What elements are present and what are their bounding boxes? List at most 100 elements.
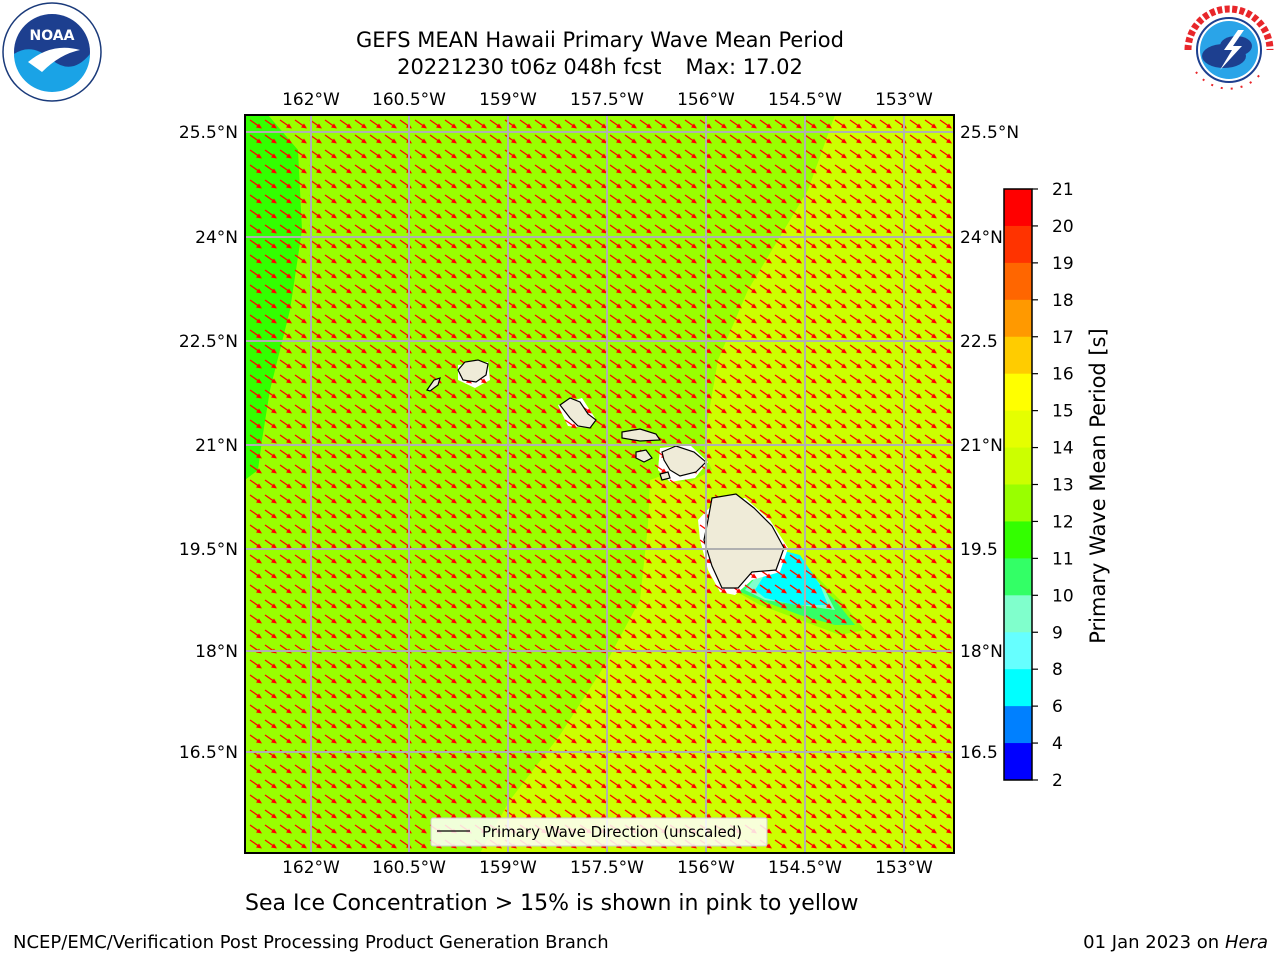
wave-arrow: [504, 134, 517, 144]
wave-arrow: [249, 764, 262, 774]
wave-arrow: [384, 734, 397, 744]
wave-arrow: [759, 419, 772, 429]
wave-arrow: [759, 314, 772, 324]
wave-arrow: [444, 689, 457, 699]
wave-arrow: [579, 359, 592, 369]
wave-arrow: [474, 464, 487, 474]
wave-arrow: [879, 764, 892, 774]
wave-arrow: [474, 794, 487, 804]
wave-arrow: [279, 524, 292, 534]
wave-arrow: [849, 689, 862, 699]
wave-arrow: [414, 779, 427, 789]
wave-arrow: [924, 629, 937, 639]
wave-arrow: [429, 674, 442, 684]
wave-arrow: [669, 719, 682, 729]
wave-arrow: [639, 794, 652, 804]
wave-arrow: [624, 554, 637, 564]
wave-arrow: [429, 224, 442, 234]
wave-arrow: [489, 119, 502, 129]
wave-arrow: [684, 269, 697, 279]
wave-arrow: [789, 659, 802, 669]
wave-arrow: [354, 374, 367, 384]
wave-arrow: [474, 809, 487, 819]
wave-arrow: [429, 149, 442, 159]
wave-arrow: [444, 284, 457, 294]
wave-arrow: [849, 659, 862, 669]
wave-arrow: [279, 539, 292, 549]
wave-arrow: [564, 374, 577, 384]
wave-arrow: [714, 269, 727, 279]
wave-arrow: [459, 389, 472, 399]
wave-arrow: [684, 374, 697, 384]
wave-arrow: [714, 689, 727, 699]
wave-arrow: [609, 539, 622, 549]
wave-arrow: [654, 179, 667, 189]
wave-arrow: [474, 314, 487, 324]
wave-arrow: [429, 494, 442, 504]
wave-arrow: [504, 719, 517, 729]
wave-arrow: [834, 809, 847, 819]
wave-arrow: [639, 164, 652, 174]
wave-arrow: [354, 599, 367, 609]
wave-arrow: [819, 269, 832, 279]
wave-arrow: [864, 494, 877, 504]
wave-arrow: [639, 629, 652, 639]
wave-arrow: [864, 419, 877, 429]
wave-arrow: [249, 194, 262, 204]
lon-label-bottom: 156°W: [677, 858, 735, 878]
wave-arrow: [369, 179, 382, 189]
wave-arrow: [684, 359, 697, 369]
wave-arrow: [684, 254, 697, 264]
wave-arrow: [774, 194, 787, 204]
wave-arrow: [369, 764, 382, 774]
wave-arrow: [669, 374, 682, 384]
wave-arrow: [489, 164, 502, 174]
wave-arrow: [819, 809, 832, 819]
wave-arrow: [939, 479, 952, 489]
wave-arrow: [414, 629, 427, 639]
wave-arrow: [504, 449, 517, 459]
wave-arrow: [924, 344, 937, 354]
wave-arrow: [819, 704, 832, 714]
wave-arrow: [879, 674, 892, 684]
wave-arrow: [324, 359, 337, 369]
wave-arrow: [939, 509, 952, 519]
wave-arrow: [519, 809, 532, 819]
wave-arrow: [579, 764, 592, 774]
wave-arrow: [774, 674, 787, 684]
wave-arrow: [759, 719, 772, 729]
wave-arrow: [669, 809, 682, 819]
wave-arrow: [354, 734, 367, 744]
wave-arrow: [474, 344, 487, 354]
wave-arrow: [519, 674, 532, 684]
wave-arrow: [459, 614, 472, 624]
wave-arrow: [834, 164, 847, 174]
wave-arrow: [594, 329, 607, 339]
wave-arrow: [339, 464, 352, 474]
wave-arrow: [909, 524, 922, 534]
wave-arrow: [819, 284, 832, 294]
wave-arrow: [249, 539, 262, 549]
wave-arrow: [924, 704, 937, 714]
wave-arrow: [564, 674, 577, 684]
wave-arrow: [909, 164, 922, 174]
wave-arrow: [669, 119, 682, 129]
wave-arrow: [609, 434, 622, 444]
wave-arrow: [294, 764, 307, 774]
wave-arrow: [834, 344, 847, 354]
wave-arrow: [564, 764, 577, 774]
wave-arrow: [729, 209, 742, 219]
wave-arrow: [909, 479, 922, 489]
wave-arrow: [864, 584, 877, 594]
wave-arrow: [594, 119, 607, 129]
wave-arrow: [384, 629, 397, 639]
wave-arrow: [924, 689, 937, 699]
wave-arrow: [249, 389, 262, 399]
wave-arrow: [339, 809, 352, 819]
wave-arrow: [594, 629, 607, 639]
wave-arrow: [909, 809, 922, 819]
wave-arrow: [789, 239, 802, 249]
wave-arrow: [669, 344, 682, 354]
wave-arrow: [624, 404, 637, 414]
wave-arrow: [459, 329, 472, 339]
